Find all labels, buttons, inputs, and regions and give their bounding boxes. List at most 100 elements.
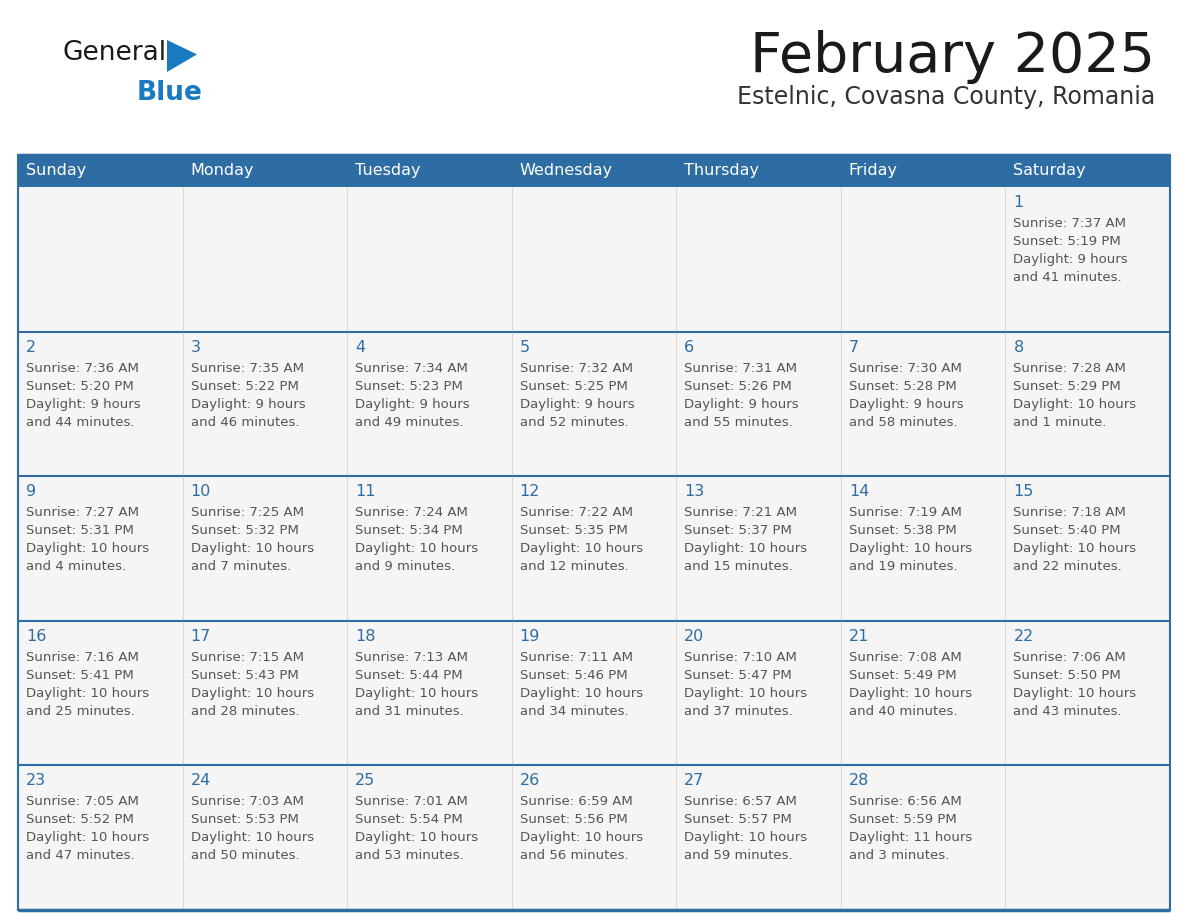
Bar (18, 766, 183, 910)
Text: 6: 6 (684, 340, 695, 354)
Bar (347, 187, 512, 331)
Bar (676, 155, 841, 187)
Text: 8: 8 (1013, 340, 1024, 354)
Bar (347, 766, 512, 910)
Text: 12: 12 (519, 484, 541, 499)
Text: Friday: Friday (849, 163, 898, 178)
Text: Sunrise: 6:57 AM
Sunset: 5:57 PM
Daylight: 10 hours
and 59 minutes.: Sunrise: 6:57 AM Sunset: 5:57 PM Dayligh… (684, 795, 808, 862)
Text: 10: 10 (190, 484, 211, 499)
Bar (512, 187, 676, 331)
Text: 19: 19 (519, 629, 541, 644)
Text: Sunrise: 7:01 AM
Sunset: 5:54 PM
Daylight: 10 hours
and 53 minutes.: Sunrise: 7:01 AM Sunset: 5:54 PM Dayligh… (355, 795, 479, 862)
Text: General: General (62, 40, 166, 66)
Text: 4: 4 (355, 340, 365, 354)
Text: Sunrise: 7:10 AM
Sunset: 5:47 PM
Daylight: 10 hours
and 37 minutes.: Sunrise: 7:10 AM Sunset: 5:47 PM Dayligh… (684, 651, 808, 718)
Text: 7: 7 (849, 340, 859, 354)
Bar (183, 476, 347, 621)
Text: Sunrise: 7:36 AM
Sunset: 5:20 PM
Daylight: 9 hours
and 44 minutes.: Sunrise: 7:36 AM Sunset: 5:20 PM Dayligh… (26, 362, 140, 429)
Text: 17: 17 (190, 629, 211, 644)
Text: Monday: Monday (190, 163, 254, 178)
Text: 14: 14 (849, 484, 870, 499)
Text: 13: 13 (684, 484, 704, 499)
Bar (1005, 187, 1170, 331)
Text: 16: 16 (26, 629, 46, 644)
Bar (676, 331, 841, 476)
Bar (841, 331, 1005, 476)
Text: 5: 5 (519, 340, 530, 354)
Bar (1005, 621, 1170, 766)
Bar (18, 155, 183, 187)
Text: 24: 24 (190, 773, 210, 789)
Bar (347, 155, 512, 187)
Text: 18: 18 (355, 629, 375, 644)
Bar (18, 331, 183, 476)
Bar (347, 331, 512, 476)
Text: Sunrise: 7:16 AM
Sunset: 5:41 PM
Daylight: 10 hours
and 25 minutes.: Sunrise: 7:16 AM Sunset: 5:41 PM Dayligh… (26, 651, 150, 718)
Text: Sunrise: 7:08 AM
Sunset: 5:49 PM
Daylight: 10 hours
and 40 minutes.: Sunrise: 7:08 AM Sunset: 5:49 PM Dayligh… (849, 651, 972, 718)
Bar (676, 621, 841, 766)
Bar (183, 621, 347, 766)
Text: Sunrise: 7:35 AM
Sunset: 5:22 PM
Daylight: 9 hours
and 46 minutes.: Sunrise: 7:35 AM Sunset: 5:22 PM Dayligh… (190, 362, 305, 429)
Text: 22: 22 (1013, 629, 1034, 644)
Text: 26: 26 (519, 773, 541, 789)
Bar (18, 476, 183, 621)
Text: Sunrise: 7:37 AM
Sunset: 5:19 PM
Daylight: 9 hours
and 41 minutes.: Sunrise: 7:37 AM Sunset: 5:19 PM Dayligh… (1013, 217, 1129, 284)
Text: 2: 2 (26, 340, 36, 354)
Text: Sunrise: 7:06 AM
Sunset: 5:50 PM
Daylight: 10 hours
and 43 minutes.: Sunrise: 7:06 AM Sunset: 5:50 PM Dayligh… (1013, 651, 1137, 718)
Text: Sunrise: 7:30 AM
Sunset: 5:28 PM
Daylight: 9 hours
and 58 minutes.: Sunrise: 7:30 AM Sunset: 5:28 PM Dayligh… (849, 362, 963, 429)
Text: Sunrise: 7:05 AM
Sunset: 5:52 PM
Daylight: 10 hours
and 47 minutes.: Sunrise: 7:05 AM Sunset: 5:52 PM Dayligh… (26, 795, 150, 862)
Bar (1005, 476, 1170, 621)
Text: Sunrise: 7:32 AM
Sunset: 5:25 PM
Daylight: 9 hours
and 52 minutes.: Sunrise: 7:32 AM Sunset: 5:25 PM Dayligh… (519, 362, 634, 429)
Bar (183, 187, 347, 331)
Text: Sunrise: 7:31 AM
Sunset: 5:26 PM
Daylight: 9 hours
and 55 minutes.: Sunrise: 7:31 AM Sunset: 5:26 PM Dayligh… (684, 362, 798, 429)
Text: Tuesday: Tuesday (355, 163, 421, 178)
Text: 27: 27 (684, 773, 704, 789)
Bar (1005, 331, 1170, 476)
Text: 23: 23 (26, 773, 46, 789)
Bar (347, 621, 512, 766)
Text: Blue: Blue (137, 80, 203, 106)
Text: Saturday: Saturday (1013, 163, 1086, 178)
Polygon shape (168, 40, 197, 72)
Text: Sunrise: 7:19 AM
Sunset: 5:38 PM
Daylight: 10 hours
and 19 minutes.: Sunrise: 7:19 AM Sunset: 5:38 PM Dayligh… (849, 506, 972, 573)
Text: Thursday: Thursday (684, 163, 759, 178)
Text: Sunrise: 7:24 AM
Sunset: 5:34 PM
Daylight: 10 hours
and 9 minutes.: Sunrise: 7:24 AM Sunset: 5:34 PM Dayligh… (355, 506, 479, 573)
Bar (676, 476, 841, 621)
Bar (841, 155, 1005, 187)
Text: Sunrise: 6:56 AM
Sunset: 5:59 PM
Daylight: 11 hours
and 3 minutes.: Sunrise: 6:56 AM Sunset: 5:59 PM Dayligh… (849, 795, 972, 862)
Text: Sunrise: 7:15 AM
Sunset: 5:43 PM
Daylight: 10 hours
and 28 minutes.: Sunrise: 7:15 AM Sunset: 5:43 PM Dayligh… (190, 651, 314, 718)
Bar (18, 187, 183, 331)
Text: 28: 28 (849, 773, 870, 789)
Text: 1: 1 (1013, 195, 1024, 210)
Text: Sunrise: 7:13 AM
Sunset: 5:44 PM
Daylight: 10 hours
and 31 minutes.: Sunrise: 7:13 AM Sunset: 5:44 PM Dayligh… (355, 651, 479, 718)
Text: Sunrise: 6:59 AM
Sunset: 5:56 PM
Daylight: 10 hours
and 56 minutes.: Sunrise: 6:59 AM Sunset: 5:56 PM Dayligh… (519, 795, 643, 862)
Bar (1005, 155, 1170, 187)
Text: 3: 3 (190, 340, 201, 354)
Bar (183, 331, 347, 476)
Bar (1005, 766, 1170, 910)
Bar (183, 155, 347, 187)
Bar (512, 155, 676, 187)
Bar (18, 155, 1170, 910)
Bar (512, 621, 676, 766)
Text: Sunrise: 7:28 AM
Sunset: 5:29 PM
Daylight: 10 hours
and 1 minute.: Sunrise: 7:28 AM Sunset: 5:29 PM Dayligh… (1013, 362, 1137, 429)
Text: Sunrise: 7:03 AM
Sunset: 5:53 PM
Daylight: 10 hours
and 50 minutes.: Sunrise: 7:03 AM Sunset: 5:53 PM Dayligh… (190, 795, 314, 862)
Bar (512, 476, 676, 621)
Bar (841, 187, 1005, 331)
Text: Sunrise: 7:18 AM
Sunset: 5:40 PM
Daylight: 10 hours
and 22 minutes.: Sunrise: 7:18 AM Sunset: 5:40 PM Dayligh… (1013, 506, 1137, 573)
Bar (676, 187, 841, 331)
Text: February 2025: February 2025 (750, 30, 1155, 84)
Bar (18, 621, 183, 766)
Bar (676, 766, 841, 910)
Bar (347, 476, 512, 621)
Text: 9: 9 (26, 484, 36, 499)
Bar (841, 621, 1005, 766)
Bar (841, 766, 1005, 910)
Text: Sunrise: 7:22 AM
Sunset: 5:35 PM
Daylight: 10 hours
and 12 minutes.: Sunrise: 7:22 AM Sunset: 5:35 PM Dayligh… (519, 506, 643, 573)
Bar (841, 476, 1005, 621)
Bar (512, 331, 676, 476)
Text: Wednesday: Wednesday (519, 163, 613, 178)
Text: Sunrise: 7:25 AM
Sunset: 5:32 PM
Daylight: 10 hours
and 7 minutes.: Sunrise: 7:25 AM Sunset: 5:32 PM Dayligh… (190, 506, 314, 573)
Text: Sunday: Sunday (26, 163, 87, 178)
Text: Sunrise: 7:34 AM
Sunset: 5:23 PM
Daylight: 9 hours
and 49 minutes.: Sunrise: 7:34 AM Sunset: 5:23 PM Dayligh… (355, 362, 469, 429)
